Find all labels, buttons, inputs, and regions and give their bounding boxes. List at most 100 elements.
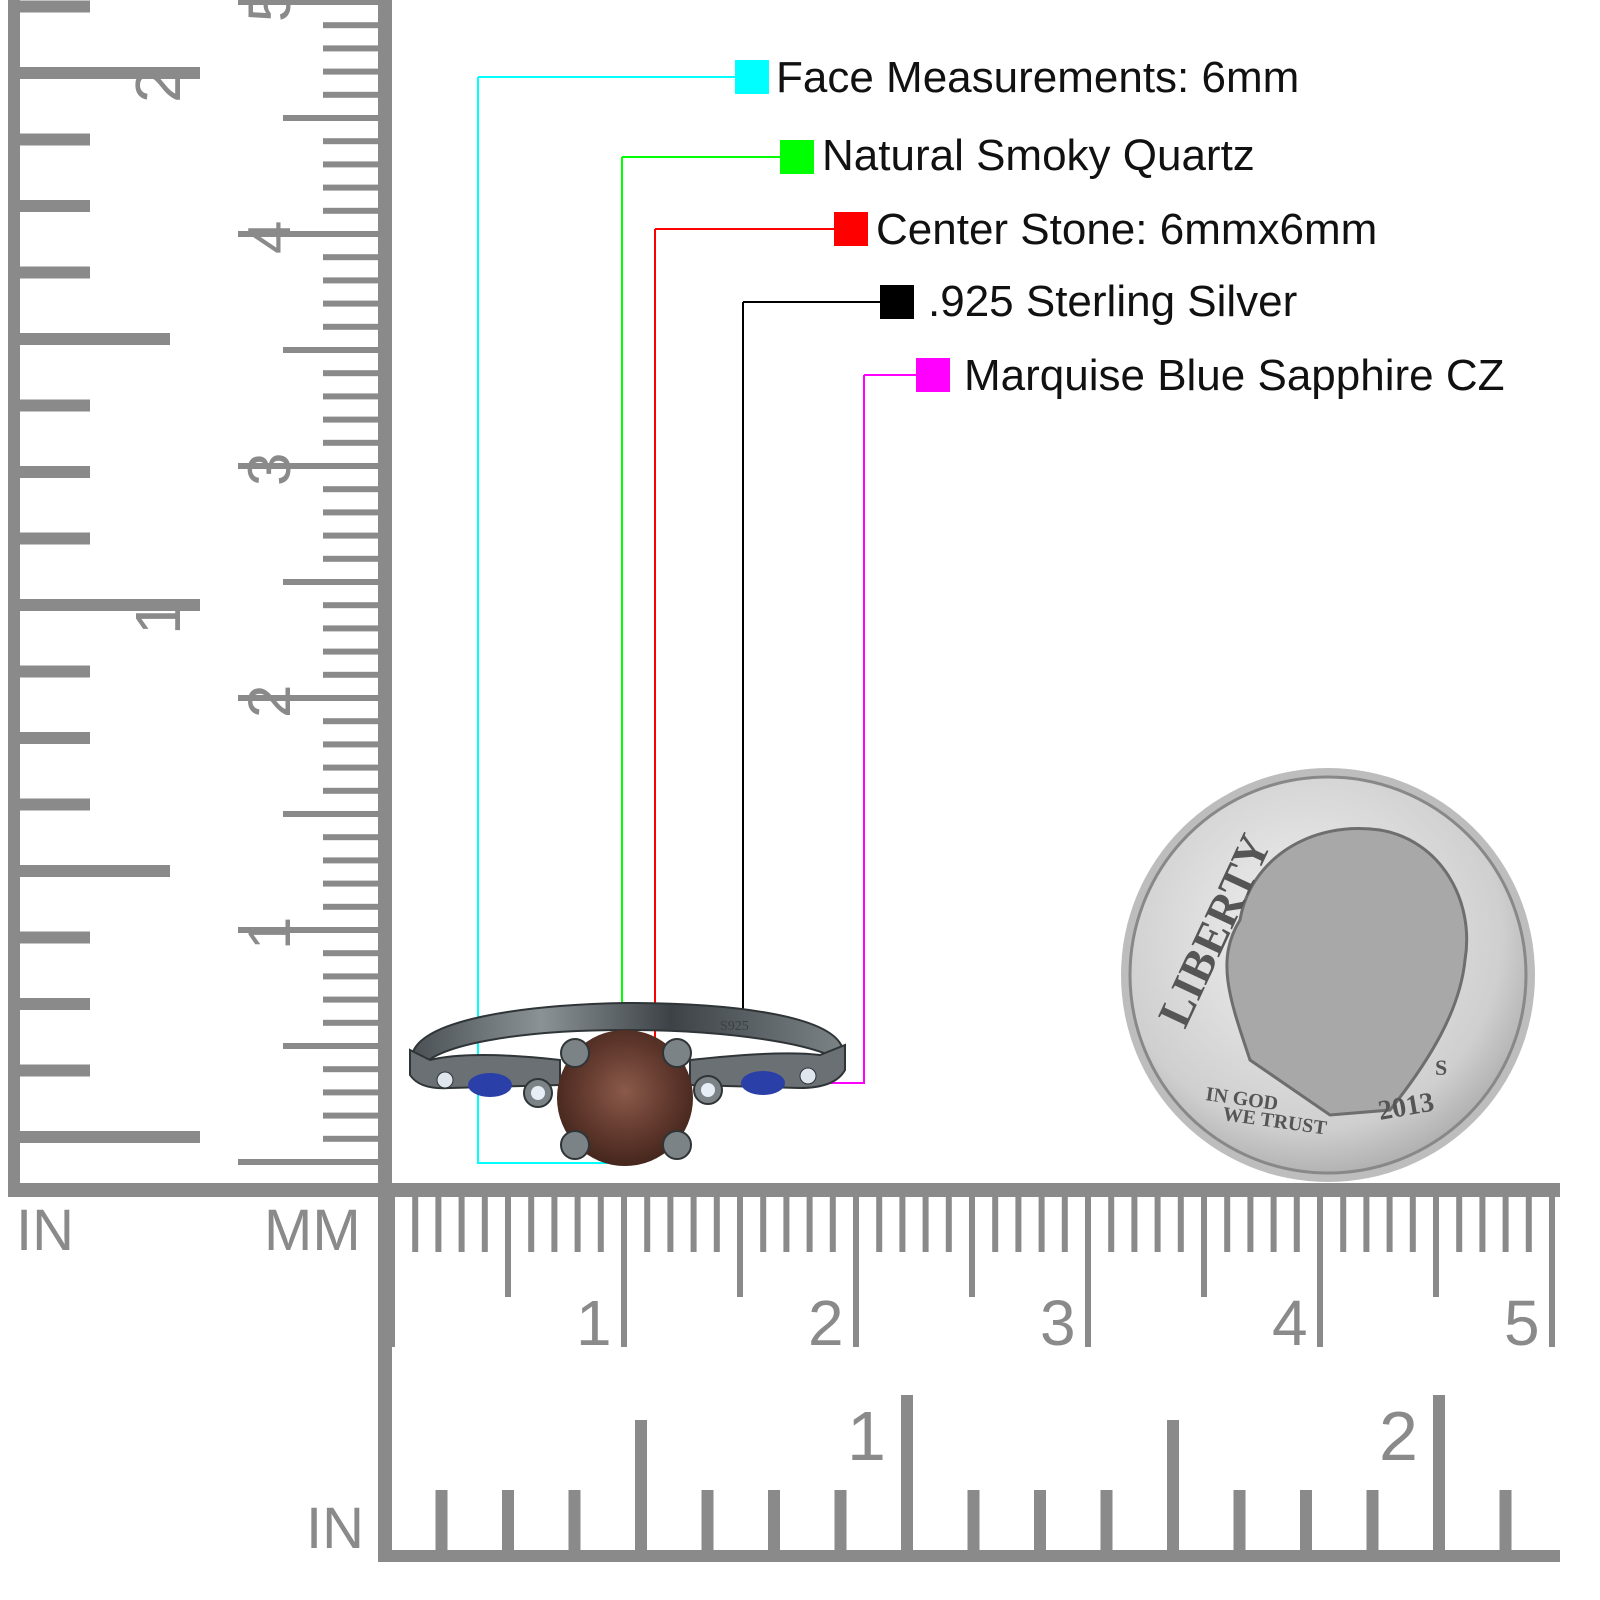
mm-tick-bottom bbox=[713, 1197, 720, 1252]
inch-tick-bottom bbox=[1366, 1490, 1379, 1550]
inch-tick-bottom bbox=[901, 1395, 913, 1550]
mm-tick-bottom bbox=[829, 1197, 836, 1252]
coin-mint-mark: S bbox=[1435, 1055, 1447, 1080]
mm-tick bbox=[323, 277, 378, 284]
mm-tick bbox=[323, 323, 378, 330]
inch-tick-bottom bbox=[568, 1490, 581, 1550]
inch-tick-bottom bbox=[435, 1490, 448, 1550]
mm-tick bbox=[323, 184, 378, 191]
marquise-left bbox=[468, 1073, 512, 1097]
mm-tick-bottom bbox=[1409, 1197, 1416, 1252]
left-mm-label: MM bbox=[264, 1198, 361, 1263]
mm-tick bbox=[238, 0, 378, 5]
inch-tick bbox=[20, 200, 90, 212]
mm-tick-bottom bbox=[551, 1197, 558, 1252]
cm-number: 4 bbox=[236, 221, 303, 254]
mm-tick-bottom bbox=[1479, 1197, 1486, 1252]
left-inch-label: IN bbox=[16, 1198, 74, 1263]
cm-number-bottom: 5 bbox=[1504, 1287, 1540, 1359]
mm-tick bbox=[238, 1159, 378, 1165]
mm-tick bbox=[323, 648, 378, 655]
mm-tick-bottom bbox=[1363, 1197, 1370, 1252]
cm-number-bottom: 1 bbox=[576, 1287, 612, 1359]
mm-tick-bottom bbox=[1317, 1197, 1323, 1347]
mm-tick-bottom bbox=[389, 1197, 395, 1347]
inch-tick-bottom bbox=[701, 1490, 714, 1550]
mm-tick bbox=[323, 671, 378, 678]
inch-tick bbox=[20, 399, 90, 412]
inch-tick-bottom bbox=[1300, 1490, 1312, 1550]
inch-tick-bottom bbox=[834, 1490, 847, 1550]
color-swatch bbox=[916, 358, 950, 392]
mm-tick bbox=[323, 602, 378, 609]
inch-tick bbox=[20, 665, 90, 678]
cm-number-bottom: 4 bbox=[1272, 1287, 1308, 1359]
mm-tick-bottom bbox=[1525, 1197, 1532, 1252]
inch-tick-bottom bbox=[635, 1420, 647, 1550]
mm-tick bbox=[323, 1089, 378, 1096]
mm-tick bbox=[323, 509, 378, 516]
mm-tick-bottom bbox=[1131, 1197, 1138, 1252]
inch-tick bbox=[20, 532, 90, 545]
inch-number-bottom: 1 bbox=[847, 1397, 886, 1475]
smoky-quartz-stone bbox=[557, 1030, 693, 1166]
bottom-inch-label: IN bbox=[306, 1496, 364, 1561]
mm-tick-bottom bbox=[876, 1197, 883, 1252]
mm-tick-bottom bbox=[621, 1197, 627, 1347]
mm-tick-bottom bbox=[1061, 1197, 1068, 1252]
color-swatch bbox=[880, 285, 914, 319]
inch-tick-bottom bbox=[1499, 1490, 1512, 1550]
mm-tick bbox=[323, 45, 378, 52]
mm-tick-bottom bbox=[435, 1197, 442, 1252]
mm-tick-bottom bbox=[528, 1197, 535, 1252]
mm-tick-bottom bbox=[1038, 1197, 1045, 1252]
mm-tick bbox=[323, 300, 378, 307]
mm-tick bbox=[283, 347, 378, 353]
mm-tick bbox=[323, 161, 378, 168]
mm-tick bbox=[283, 579, 378, 585]
mm-tick bbox=[283, 811, 378, 817]
inch-tick bbox=[20, 133, 90, 146]
mm-tick bbox=[323, 416, 378, 423]
mm-tick-bottom bbox=[1108, 1197, 1115, 1252]
mm-tick-bottom bbox=[1015, 1197, 1022, 1252]
inch-tick-bottom bbox=[1167, 1420, 1179, 1550]
mm-tick-bottom bbox=[1247, 1197, 1254, 1252]
mm-tick-bottom bbox=[1177, 1197, 1184, 1252]
mm-tick-bottom bbox=[481, 1197, 488, 1252]
mm-tick-bottom bbox=[690, 1197, 697, 1252]
mm-tick bbox=[323, 68, 378, 75]
leader-line bbox=[621, 156, 780, 1078]
color-swatch bbox=[834, 212, 868, 246]
callout-metal: .925 Sterling Silver bbox=[928, 277, 1298, 326]
mm-tick bbox=[238, 231, 378, 237]
mm-tick bbox=[323, 138, 378, 145]
mm-tick-bottom bbox=[922, 1197, 929, 1252]
mm-tick-bottom bbox=[644, 1197, 651, 1252]
mm-tick-bottom bbox=[574, 1197, 581, 1252]
mm-tick-bottom bbox=[505, 1197, 511, 1297]
callout-face-measurements: Face Measurements: 6mm bbox=[776, 53, 1300, 102]
inch-number: 1 bbox=[122, 599, 194, 635]
mm-tick-bottom bbox=[760, 1197, 767, 1252]
mm-tick-bottom bbox=[597, 1197, 604, 1252]
mm-tick-bottom bbox=[1085, 1197, 1091, 1347]
inch-tick bbox=[20, 998, 90, 1010]
mm-tick bbox=[323, 22, 378, 29]
leader-line bbox=[770, 374, 916, 1084]
mm-tick-bottom bbox=[737, 1197, 743, 1297]
cm-number: 1 bbox=[236, 917, 303, 950]
left-ruler-edge-right bbox=[378, 0, 392, 1195]
inch-tick bbox=[20, 466, 90, 478]
inch-tick bbox=[20, 798, 90, 811]
mm-tick bbox=[323, 625, 378, 632]
mm-tick-bottom bbox=[1154, 1197, 1161, 1252]
mm-tick-bottom bbox=[783, 1197, 790, 1252]
inch-tick-bottom bbox=[1233, 1490, 1246, 1550]
inch-tick-bottom bbox=[1433, 1395, 1445, 1550]
cm-number: 3 bbox=[236, 453, 303, 486]
inch-tick bbox=[20, 1064, 90, 1077]
mm-tick-bottom bbox=[667, 1197, 674, 1252]
cm-number: 5 bbox=[236, 0, 303, 22]
